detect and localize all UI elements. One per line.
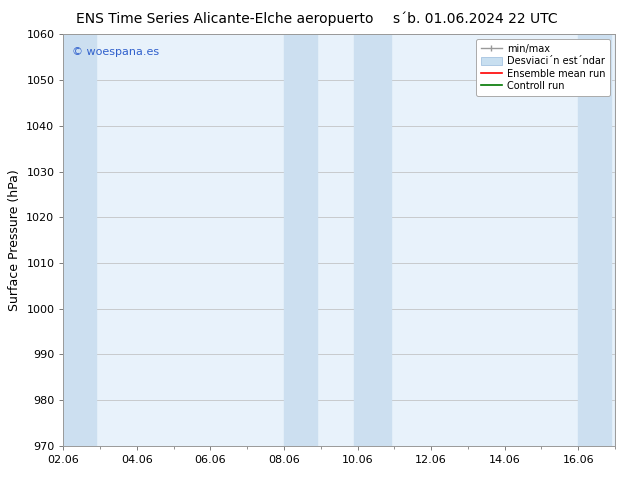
Text: s´b. 01.06.2024 22 UTC: s´b. 01.06.2024 22 UTC [393,12,558,26]
Text: © woespana.es: © woespana.es [72,47,158,57]
Bar [354,34,391,446]
Bar [284,34,317,446]
Legend: min/max, Desviaci´n est´ndar, Ensemble mean run, Controll run: min/max, Desviaci´n est´ndar, Ensemble m… [476,39,610,96]
Bar [578,34,611,446]
Bar [63,34,96,446]
Y-axis label: Surface Pressure (hPa): Surface Pressure (hPa) [8,169,21,311]
Text: ENS Time Series Alicante-Elche aeropuerto: ENS Time Series Alicante-Elche aeropuert… [76,12,373,26]
